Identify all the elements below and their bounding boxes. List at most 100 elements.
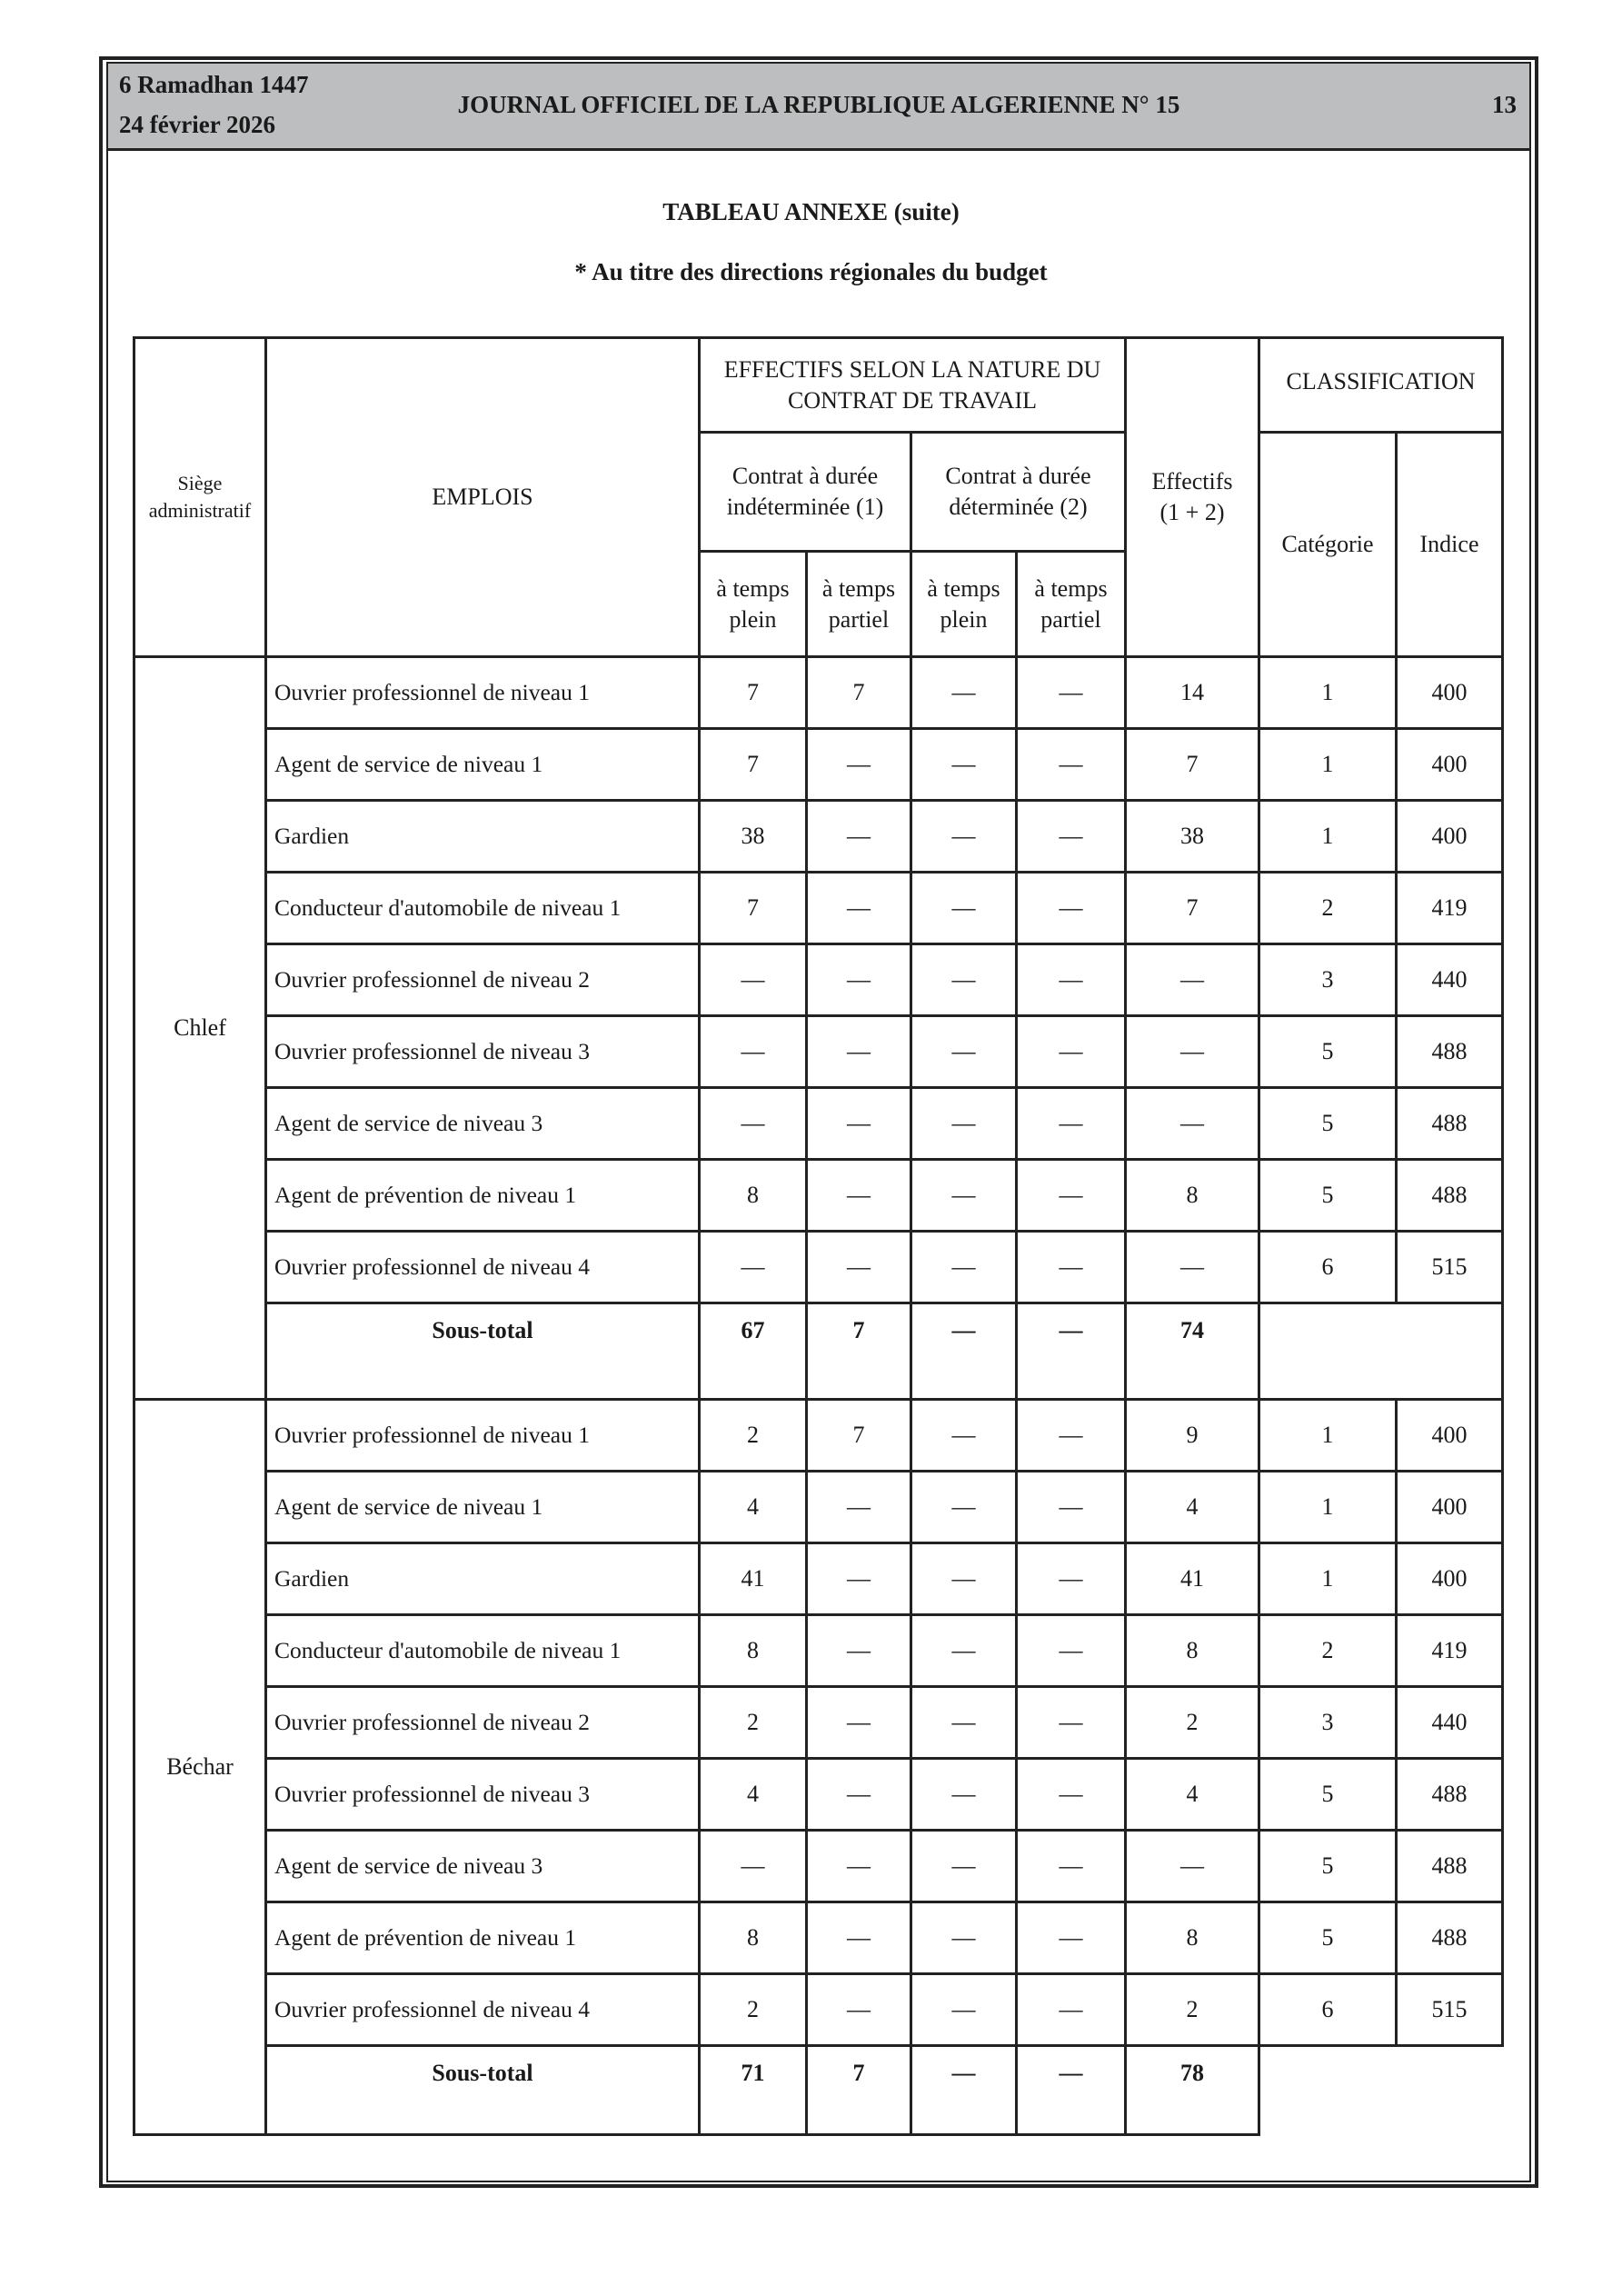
indice-cell: 515 <box>1395 1972 1504 2047</box>
effectifs-cell: 8 <box>1124 1901 1260 1975</box>
page-border-inner <box>106 62 1531 2182</box>
subtotal-classification-blank <box>1258 1302 1504 1401</box>
cdd-plein-cell: — <box>910 655 1018 730</box>
emploi-cell: Ouvrier professionnel de niveau 3 <box>264 1014 701 1089</box>
cdi-plein-cell: 8 <box>698 1901 808 1975</box>
cdi-partiel-cell: — <box>805 1470 912 1544</box>
cdi-plein-cell: 2 <box>698 1972 808 2047</box>
cdd-plein-cell: — <box>910 1757 1018 1832</box>
indice-cell: 400 <box>1395 799 1504 873</box>
categorie-cell: 1 <box>1258 655 1398 730</box>
table-row: Ouvrier professionnel de niveau 4 2— — —2 6 5… <box>134 1972 1504 2047</box>
categorie-cell: 1 <box>1258 1470 1398 1544</box>
header-indice: Indice <box>1395 431 1504 658</box>
indice-cell: 488 <box>1395 1901 1504 1975</box>
cdi-partiel-cell: — <box>805 1829 912 1903</box>
subtotal-label: Sous-total <box>264 2044 701 2136</box>
cdd-plein-cell: — <box>910 1014 1018 1089</box>
effectifs-cell: 7 <box>1124 871 1260 945</box>
cdi-partiel-cell: 7 <box>805 655 912 730</box>
indice-cell: 440 <box>1395 1685 1504 1760</box>
header-categorie: Catégorie <box>1258 431 1398 658</box>
cdi-partiel-cell: — <box>805 1972 912 2047</box>
subtotal-row: Sous-total 71 7— —78 <box>134 2044 1503 2136</box>
cdd-plein-cell: — <box>910 871 1018 945</box>
emploi-cell: Agent de service de niveau 1 <box>264 1470 701 1544</box>
effectifs-cell: 14 <box>1124 655 1260 730</box>
cdi-partiel-cell: — <box>805 1542 912 1616</box>
header-journal-title: JOURNAL OFFICIEL DE LA REPUBLIQUE ALGERI… <box>457 91 1180 118</box>
effectifs-cell: 7 <box>1124 727 1260 802</box>
header-date-gregorian: 24 février 2026 <box>119 111 275 138</box>
cdi-partiel-cell: — <box>805 1901 912 1975</box>
indice-cell: 440 <box>1395 943 1504 1017</box>
header-cdi-temps-partiel: à temps partiel <box>805 550 912 658</box>
cdi-plein-cell: 7 <box>698 871 808 945</box>
header-cdd-temps-plein: à temps plein <box>910 550 1018 658</box>
table-row: Ouvrier professionnel de niveau 4— — — — —6 5… <box>134 1230 1504 1304</box>
table-row: Agent de service de niveau 1 7— — —7 1 400 <box>134 727 1504 802</box>
siege-cell: Béchar <box>133 1398 267 2136</box>
cdd-partiel-cell: — <box>1015 1158 1127 1233</box>
cdi-plein-cell: 7 <box>698 655 808 730</box>
table-row: Gardien 38— — —38 1 400 <box>134 799 1504 873</box>
subtotal-cdi-plein-cell: 71 <box>698 2044 808 2136</box>
cdd-partiel-cell: — <box>1015 799 1127 873</box>
categorie-cell: 5 <box>1258 1901 1398 1975</box>
cdd-plein-cell: — <box>910 943 1018 1017</box>
indice-cell: 488 <box>1395 1086 1504 1161</box>
effectifs-cell: 8 <box>1124 1613 1260 1688</box>
indice-cell: 400 <box>1395 727 1504 802</box>
cdi-plein-cell: — <box>698 943 808 1017</box>
header-effectifs-total: Effectifs (1 + 2) <box>1124 336 1260 658</box>
header-siege: Siège administratif <box>133 336 267 658</box>
subtotal-cdi-partiel-cell: 7 <box>805 1302 912 1401</box>
table-row: Ouvrier professionnel de niveau 3— — — — —5 4… <box>134 1014 1504 1089</box>
cdd-partiel-cell: — <box>1015 871 1127 945</box>
categorie-cell: 5 <box>1258 1158 1398 1233</box>
table-row: Gardien 41— — —41 1 400 <box>134 1542 1504 1616</box>
cdd-plein-cell: — <box>910 1613 1018 1688</box>
siege-cell: Chlef <box>133 655 267 1401</box>
cdd-plein-cell: — <box>910 1470 1018 1544</box>
cdd-plein-cell: — <box>910 1829 1018 1903</box>
emploi-cell: Agent de service de niveau 3 <box>264 1829 701 1903</box>
subtotal-classification-blank <box>1259 2046 1503 2135</box>
emploi-cell: Ouvrier professionnel de niveau 4 <box>264 1230 701 1304</box>
header-classification: CLASSIFICATION <box>1258 336 1504 434</box>
cdd-plein-cell: — <box>910 1901 1018 1975</box>
subtotal-cdd-plein-cell: — <box>910 2044 1018 2136</box>
header-cdd: Contrat à durée déterminée (2) <box>910 431 1127 553</box>
subtotal-effectifs-cell: 74 <box>1124 1302 1260 1401</box>
subtotal-effectifs-cell: 78 <box>1124 2044 1260 2136</box>
categorie-cell: 1 <box>1258 727 1398 802</box>
cdi-partiel-cell: — <box>805 1014 912 1089</box>
subtotal-cdd-partiel-cell: — <box>1015 1302 1127 1401</box>
effectifs-cell: — <box>1124 1086 1260 1161</box>
header-cdd-temps-partiel: à temps partiel <box>1015 550 1127 658</box>
indice-cell: 488 <box>1395 1829 1504 1903</box>
cdd-plein-cell: — <box>910 1542 1018 1616</box>
annex-table: Siège administratif EMPLOIS EFFECTIFS SE… <box>133 336 1504 2136</box>
cdi-partiel-cell: — <box>805 1086 912 1161</box>
indice-cell: 400 <box>1395 1398 1504 1472</box>
cdi-plein-cell: 4 <box>698 1470 808 1544</box>
cdi-partiel-cell: 7 <box>805 1398 912 1472</box>
cdd-partiel-cell: — <box>1015 1901 1127 1975</box>
table-row: Agent de service de niveau 3— — — — —5 488 <box>134 1829 1504 1903</box>
indice-cell: 515 <box>1395 1230 1504 1304</box>
indice-cell: 419 <box>1395 1613 1504 1688</box>
categorie-cell: 5 <box>1258 1014 1398 1089</box>
effectifs-cell: 2 <box>1124 1685 1260 1760</box>
cdi-partiel-cell: — <box>805 1158 912 1233</box>
categorie-cell: 2 <box>1258 1613 1398 1688</box>
cdd-partiel-cell: — <box>1015 1613 1127 1688</box>
page-border-outer <box>99 56 1538 2188</box>
emploi-cell: Ouvrier professionnel de niveau 4 <box>264 1972 701 2047</box>
table-row: Agent de prévention de niveau 1 8— — —8 5 488 <box>134 1158 1504 1233</box>
cdi-plein-cell: — <box>698 1086 808 1161</box>
cdi-partiel-cell: — <box>805 943 912 1017</box>
categorie-cell: 6 <box>1258 1230 1398 1304</box>
cdi-partiel-cell: — <box>805 871 912 945</box>
cdd-plein-cell: — <box>910 799 1018 873</box>
